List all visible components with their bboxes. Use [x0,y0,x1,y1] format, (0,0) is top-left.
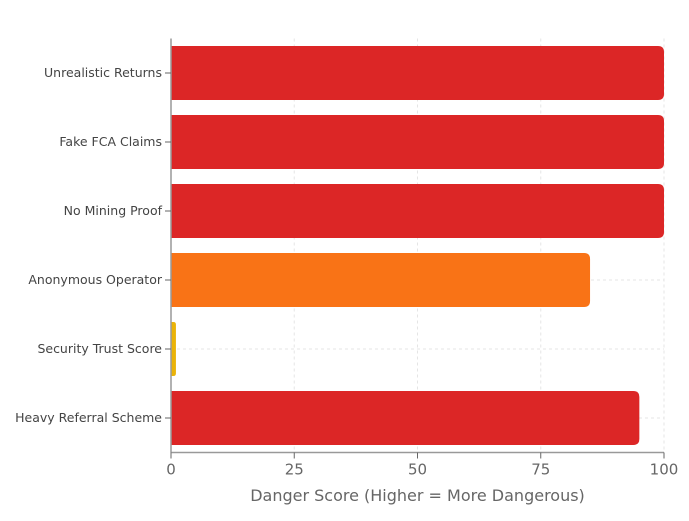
y-tick-label: Unrealistic Returns [44,65,162,80]
bar-anonymous-operator [171,253,591,307]
y-tick-label: Heavy Referral Scheme [15,410,162,425]
x-axis-title: Danger Score (Higher = More Dangerous) [250,486,585,505]
y-tick-label: Fake FCA Claims [59,134,162,149]
bar-security-trust-score [171,322,176,376]
bar-no-mining-proof [171,184,664,238]
y-tick-label: No Mining Proof [64,203,163,218]
x-tick-label: 100 [650,461,679,479]
x-tick-label: 50 [408,461,427,479]
x-tick-label: 0 [166,461,176,479]
x-tick-label: 75 [531,461,550,479]
y-tick-label: Anonymous Operator [28,272,162,287]
bar-unrealistic-returns [171,46,664,100]
bar-fake-fca-claims [171,115,664,169]
x-tick-label: 25 [285,461,304,479]
bar-heavy-referral-scheme [171,391,640,445]
y-tick-label: Security Trust Score [37,341,162,356]
